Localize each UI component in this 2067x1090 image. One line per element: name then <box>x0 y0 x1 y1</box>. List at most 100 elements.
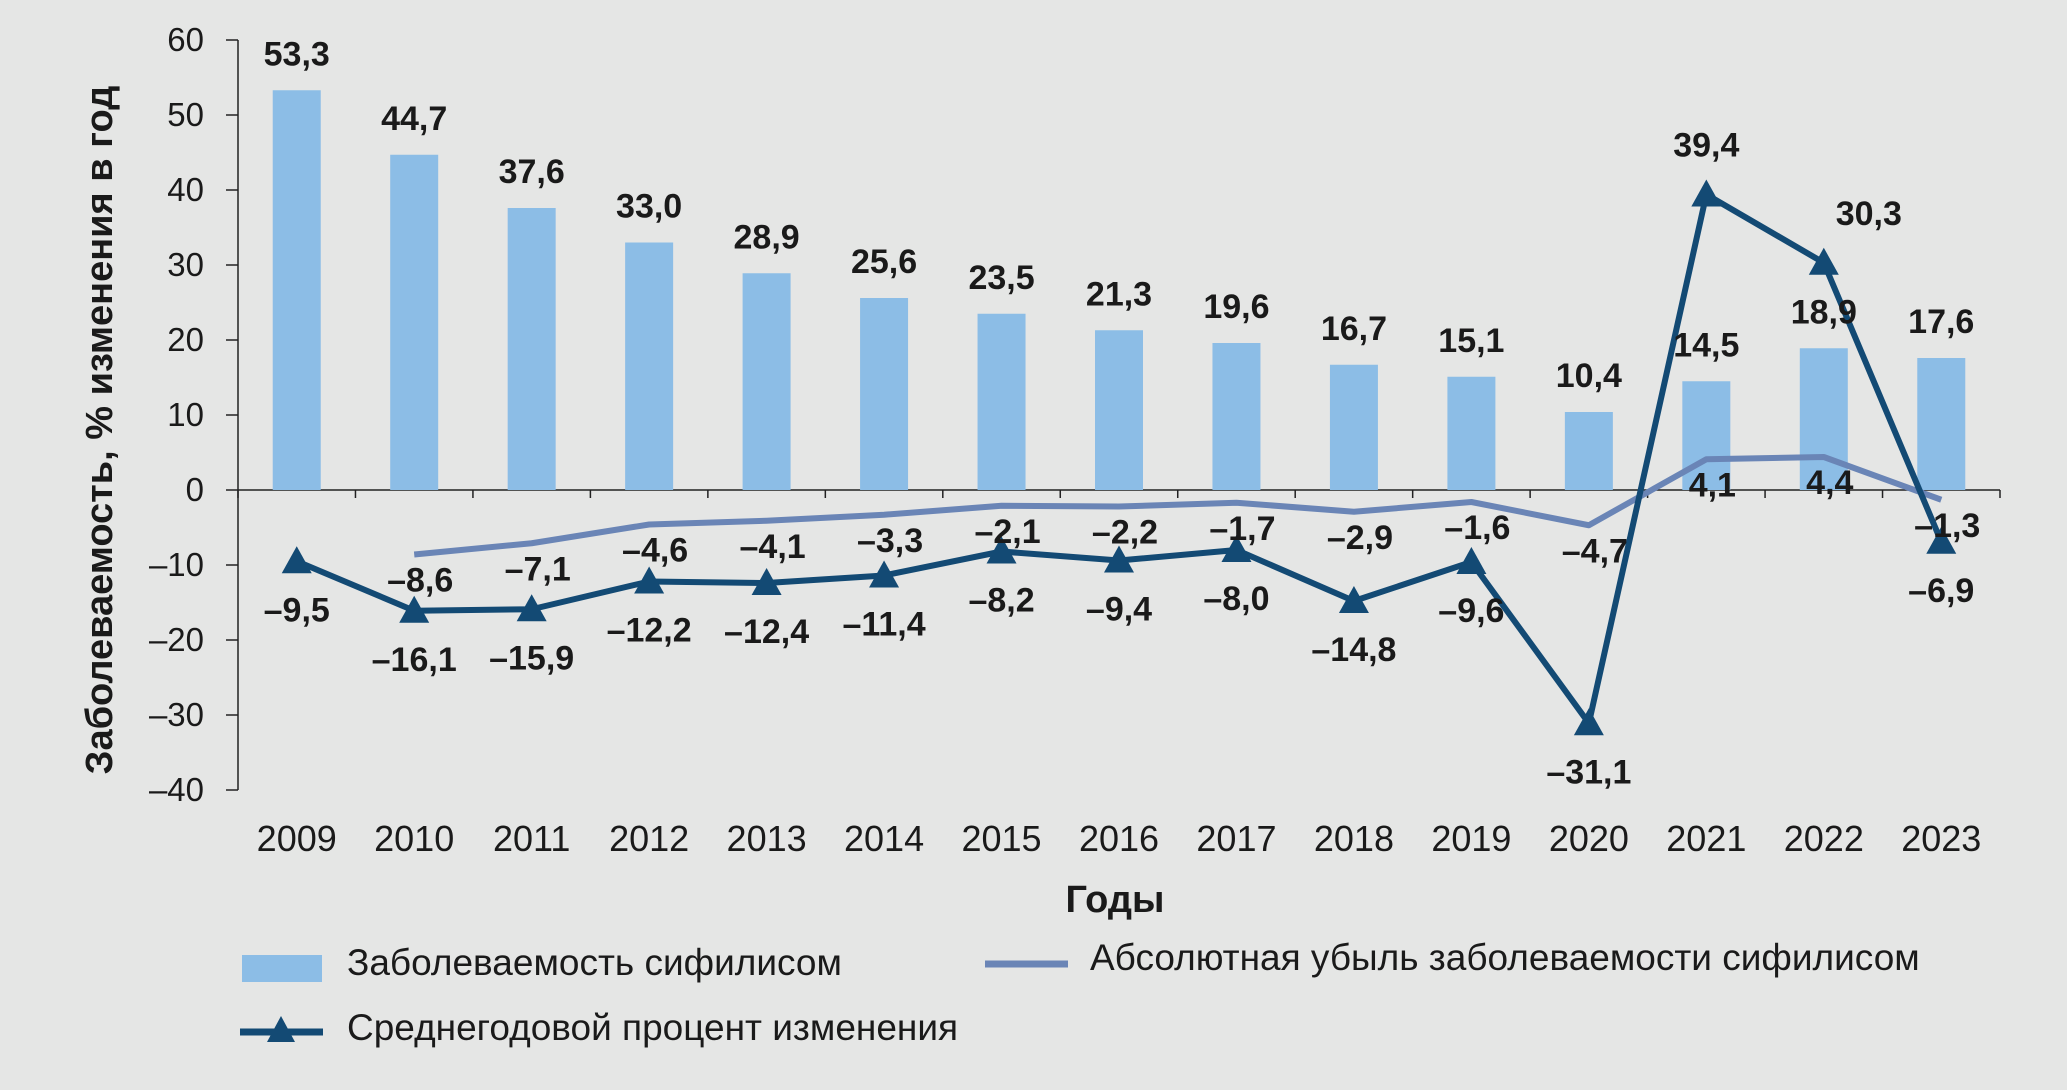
bar <box>625 242 674 490</box>
y-tick-label: 50 <box>167 96 204 133</box>
pct-line-value-label: –9,4 <box>1086 591 1152 629</box>
abs-line-value-label: –8,6 <box>387 562 453 600</box>
legend-swatch-triangle <box>267 1016 295 1042</box>
bar-value-label: 18,9 <box>1791 293 1857 331</box>
pct-line-value-label: –9,5 <box>264 591 330 629</box>
bar <box>1447 376 1496 490</box>
y-tick-label: 0 <box>186 471 204 508</box>
x-tick-label: 2011 <box>493 818 570 859</box>
legend: Заболеваемость сифилисом Абсолютная убыл… <box>240 937 1920 1048</box>
bar <box>507 208 556 490</box>
bar <box>1564 412 1613 490</box>
y-tick-label: –10 <box>149 546 204 583</box>
pct-line-value-label: –12,4 <box>724 613 809 651</box>
bar <box>1329 364 1378 490</box>
series-line-absolute-decline <box>413 454 1943 558</box>
bar <box>977 313 1026 490</box>
x-tick-label: 2014 <box>844 818 924 859</box>
pct-line-marker <box>986 536 1017 564</box>
abs-line-value-label: –1,7 <box>1209 510 1275 548</box>
bar-value-label: 33,0 <box>616 188 682 226</box>
x-tick-label: 2023 <box>1901 818 1981 859</box>
lines-layer <box>281 179 1957 736</box>
x-tick-label: 2016 <box>1079 818 1159 859</box>
pct-line-marker <box>1573 708 1604 736</box>
pct-line-value-label: 39,4 <box>1673 127 1739 165</box>
abs-line-value-label: –4,1 <box>740 528 806 566</box>
x-tick-label: 2012 <box>609 818 689 859</box>
pct-line-value-label: –14,8 <box>1311 631 1396 669</box>
legend-label-pct-line: Среднегодовой процент изменения <box>347 1007 958 1048</box>
bar-value-label: 15,1 <box>1438 322 1504 360</box>
pct-line-marker <box>1104 545 1134 573</box>
x-tick-label: 2022 <box>1784 818 1864 859</box>
abs-line-value-label: –2,1 <box>974 513 1040 551</box>
pct-line-marker <box>751 568 782 595</box>
pct-line-marker <box>634 566 665 594</box>
bar-value-label: 53,3 <box>264 35 330 73</box>
bar <box>860 298 909 490</box>
y-tick-label: 30 <box>167 246 204 283</box>
x-axis-title: Годы <box>1066 879 1165 921</box>
bar <box>272 90 321 490</box>
bar-value-label: 10,4 <box>1556 357 1622 395</box>
bar <box>390 154 439 490</box>
y-tick-label: 10 <box>167 396 204 433</box>
x-tick-label: 2018 <box>1314 818 1394 859</box>
abs-line-value-label: 4,4 <box>1806 464 1853 502</box>
pct-line-marker <box>1221 535 1252 562</box>
y-axis-title: Заболеваемость, % изменения в год <box>79 86 121 775</box>
x-tick-label: 2019 <box>1431 818 1511 859</box>
bar-value-label: 21,3 <box>1086 275 1152 313</box>
pct-line-value-label: –31,1 <box>1546 753 1631 791</box>
bar <box>1917 358 1966 490</box>
y-tick-label: 60 <box>167 21 204 58</box>
legend-item-bars: Заболеваемость сифилисом <box>242 942 842 983</box>
pct-line-marker <box>516 594 547 622</box>
legend-item-pct-line: Среднегодовой процент изменения <box>240 1007 958 1048</box>
pct-line-value-label: –11,4 <box>842 606 925 644</box>
pct-line-value-label: –16,1 <box>372 641 457 679</box>
pct-line-marker <box>1691 179 1722 207</box>
y-tick-label: 40 <box>167 171 204 208</box>
bar-value-label: 25,6 <box>851 243 917 281</box>
pct-line-value-label: –12,2 <box>607 612 692 650</box>
x-tick-label: 2017 <box>1196 818 1276 859</box>
bar-value-label: 23,5 <box>968 259 1034 297</box>
x-tick-label: 2009 <box>257 818 337 859</box>
legend-label-bars: Заболеваемость сифилисом <box>347 942 842 983</box>
y-tick-label: –20 <box>149 621 204 658</box>
x-tick-label: 2015 <box>961 818 1041 859</box>
pct-line-value-label: –8,2 <box>968 582 1034 620</box>
abs-line-value-label: –4,7 <box>1562 532 1628 570</box>
abs-line-value-label: –1,3 <box>1914 507 1980 545</box>
legend-label-abs-line: Абсолютная убыль заболеваемости сифилисо… <box>1090 937 1920 978</box>
y-tick-label: –30 <box>149 696 204 733</box>
bar-value-label: 37,6 <box>499 153 565 191</box>
abs-line-value-label: –2,2 <box>1092 514 1158 552</box>
abs-line-value-label: 4,1 <box>1689 466 1736 504</box>
y-tick-label: –40 <box>149 771 204 808</box>
abs-line-value-label: –4,6 <box>622 532 688 570</box>
pct-line-value-label: –8,0 <box>1203 580 1269 618</box>
bar <box>1682 381 1731 490</box>
bar-value-label: 14,5 <box>1673 326 1739 364</box>
x-tick-label: 2021 <box>1666 818 1746 859</box>
bar <box>1095 330 1143 490</box>
abs-line-value-label: –2,9 <box>1327 519 1393 557</box>
pct-line-marker <box>281 546 312 574</box>
abs-line-value-label: –1,6 <box>1444 509 1510 547</box>
legend-item-abs-line: Абсолютная убыль заболеваемости сифилисо… <box>985 937 1920 978</box>
x-tick-label: 2010 <box>374 818 454 859</box>
bars-layer <box>272 90 1966 490</box>
y-tick-label: 20 <box>167 321 204 358</box>
x-tick-label: 2020 <box>1549 818 1629 859</box>
pct-line-marker <box>1456 547 1487 574</box>
pct-line-value-label: –6,9 <box>1908 572 1974 610</box>
bar-value-label: 16,7 <box>1321 310 1387 348</box>
pct-line-value-label: 30,3 <box>1836 195 1902 233</box>
pct-line-marker <box>399 595 430 623</box>
